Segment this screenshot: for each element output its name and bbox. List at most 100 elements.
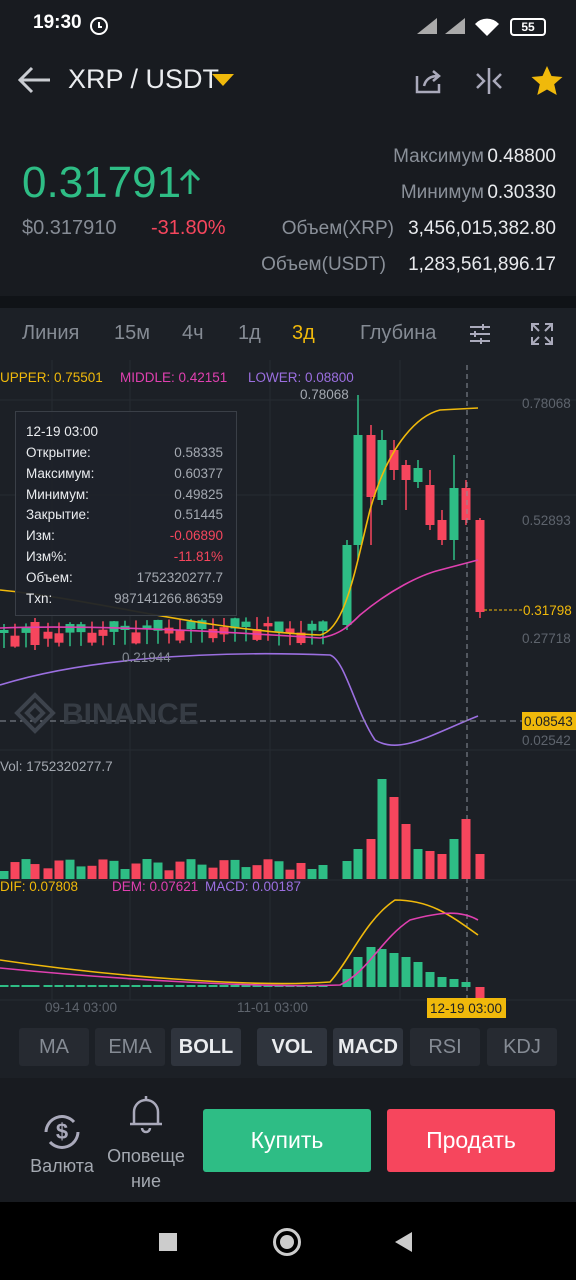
volume-bar — [437, 854, 447, 879]
indicator-button[interactable]: BOLL — [171, 1028, 241, 1066]
candle-body — [342, 545, 352, 625]
candle-body — [389, 450, 399, 470]
volume-bar — [54, 860, 64, 879]
alert-icon[interactable] — [128, 1094, 164, 1134]
fullscreen-icon[interactable] — [530, 322, 554, 346]
separator — [0, 296, 576, 308]
macd-bar — [109, 985, 119, 987]
tooltip-value: 0.51445 — [174, 507, 223, 523]
macd-bar — [366, 947, 376, 987]
settings-icon[interactable] — [468, 322, 492, 346]
tooltip-label: Открытие: — [26, 445, 91, 460]
interval-tab[interactable]: 3д — [292, 322, 315, 344]
ticker: 0.31791 $0.317910 -31.80% Максимум 0.4880… — [0, 120, 576, 296]
alert-label[interactable]: Оповеще ние — [100, 1144, 192, 1194]
back-nav[interactable] — [394, 1231, 414, 1253]
candle-body — [219, 627, 229, 635]
indicator-button[interactable]: EMA — [95, 1028, 165, 1066]
home-button[interactable] — [273, 1228, 301, 1256]
macd-bar — [0, 985, 9, 987]
candle-body — [153, 619, 163, 631]
last-price: 0.31791 — [22, 158, 182, 207]
volume-bar — [475, 854, 485, 879]
macd-bar — [377, 949, 387, 987]
candle-body — [142, 625, 152, 630]
stat-value: 1,283,561,896.17 — [408, 254, 556, 275]
crosshair-price-box — [522, 712, 576, 730]
pair-title[interactable]: XRP / USDT — [68, 64, 220, 94]
currency-icon[interactable]: $ — [38, 1108, 86, 1156]
candle-body — [43, 631, 53, 639]
recent-button[interactable] — [159, 1233, 177, 1251]
candle-body — [65, 624, 75, 633]
macd-bar — [153, 985, 163, 987]
high-label: 0.78068 — [300, 387, 349, 402]
candle-body — [318, 621, 328, 631]
boll-lower-label: LOWER: 0.08800 — [248, 370, 354, 385]
interval-tab[interactable]: 4ч — [182, 322, 204, 344]
candle-body — [413, 468, 423, 482]
volume-bar — [0, 871, 9, 879]
indicator-button[interactable]: RSI — [410, 1028, 480, 1066]
volume-bar — [43, 868, 53, 879]
candle-body — [98, 629, 108, 636]
volume-bar — [263, 859, 273, 879]
macd-bar — [208, 985, 218, 987]
candle-body — [87, 632, 97, 643]
macd-dif: DIF: 0.07808 — [0, 879, 78, 894]
macd-bar — [30, 985, 40, 987]
volume-bar — [449, 839, 459, 879]
candle-body — [263, 623, 273, 627]
stat-value: 3,456,015,382.80 — [408, 218, 556, 239]
tooltip-value: -11.81% — [173, 549, 223, 564]
volume-bar — [142, 859, 152, 879]
favorite-star[interactable] — [530, 64, 564, 98]
interval-tab[interactable]: Глубина — [360, 322, 437, 344]
dem-line — [0, 912, 479, 987]
price-axis-label: 0.02542 — [522, 733, 571, 748]
compare-icon[interactable] — [474, 66, 504, 96]
up-arrow — [179, 168, 201, 194]
share-icon[interactable] — [414, 66, 444, 96]
macd-bar — [241, 985, 251, 987]
volume-bar — [186, 859, 196, 879]
dropdown-arrow[interactable] — [212, 74, 236, 88]
candle-body — [401, 465, 411, 480]
crosshair-price: 0.08543 — [524, 714, 573, 729]
macd-bar — [342, 969, 352, 987]
candle-body — [475, 520, 485, 612]
sell-button[interactable]: Продать — [387, 1109, 555, 1172]
tooltip-label: Изм: — [26, 528, 55, 544]
tooltip-label: Минимум: — [26, 486, 89, 502]
volume-bar — [307, 869, 317, 879]
interval-tab[interactable]: Линия — [22, 322, 80, 344]
candle-body — [353, 435, 363, 545]
macd-bar — [461, 982, 471, 987]
indicator-button[interactable]: MA — [19, 1028, 89, 1066]
candle-body — [0, 630, 9, 633]
macd-macd: MACD: 0.00187 — [205, 879, 301, 894]
indicator-button[interactable]: KDJ — [487, 1028, 557, 1066]
volume-bar — [164, 870, 174, 879]
volume-bar — [285, 869, 295, 879]
volume-bar — [109, 860, 119, 879]
volume-bar — [252, 865, 262, 879]
volume-bar — [342, 861, 352, 879]
buy-button[interactable]: Купить — [203, 1109, 371, 1172]
interval-tab[interactable]: 15м — [114, 322, 150, 344]
macd-bar — [142, 985, 152, 987]
candle-body — [208, 628, 218, 639]
tooltip-value: 1752320277.7 — [136, 569, 223, 585]
currency-label[interactable]: Валюта — [30, 1156, 94, 1176]
candle-body — [449, 488, 459, 540]
interval-tab[interactable]: 1д — [238, 322, 261, 344]
status-bar: 19:30 55 — [0, 0, 576, 44]
indicator-button[interactable]: VOL — [257, 1028, 327, 1066]
macd-bar — [164, 985, 174, 987]
volume-bar — [318, 865, 328, 879]
indicator-button[interactable]: MACD — [333, 1028, 403, 1066]
macd-bar — [437, 977, 447, 987]
candle-body — [30, 622, 40, 645]
candle-body — [377, 440, 387, 500]
back-button[interactable] — [16, 64, 52, 96]
